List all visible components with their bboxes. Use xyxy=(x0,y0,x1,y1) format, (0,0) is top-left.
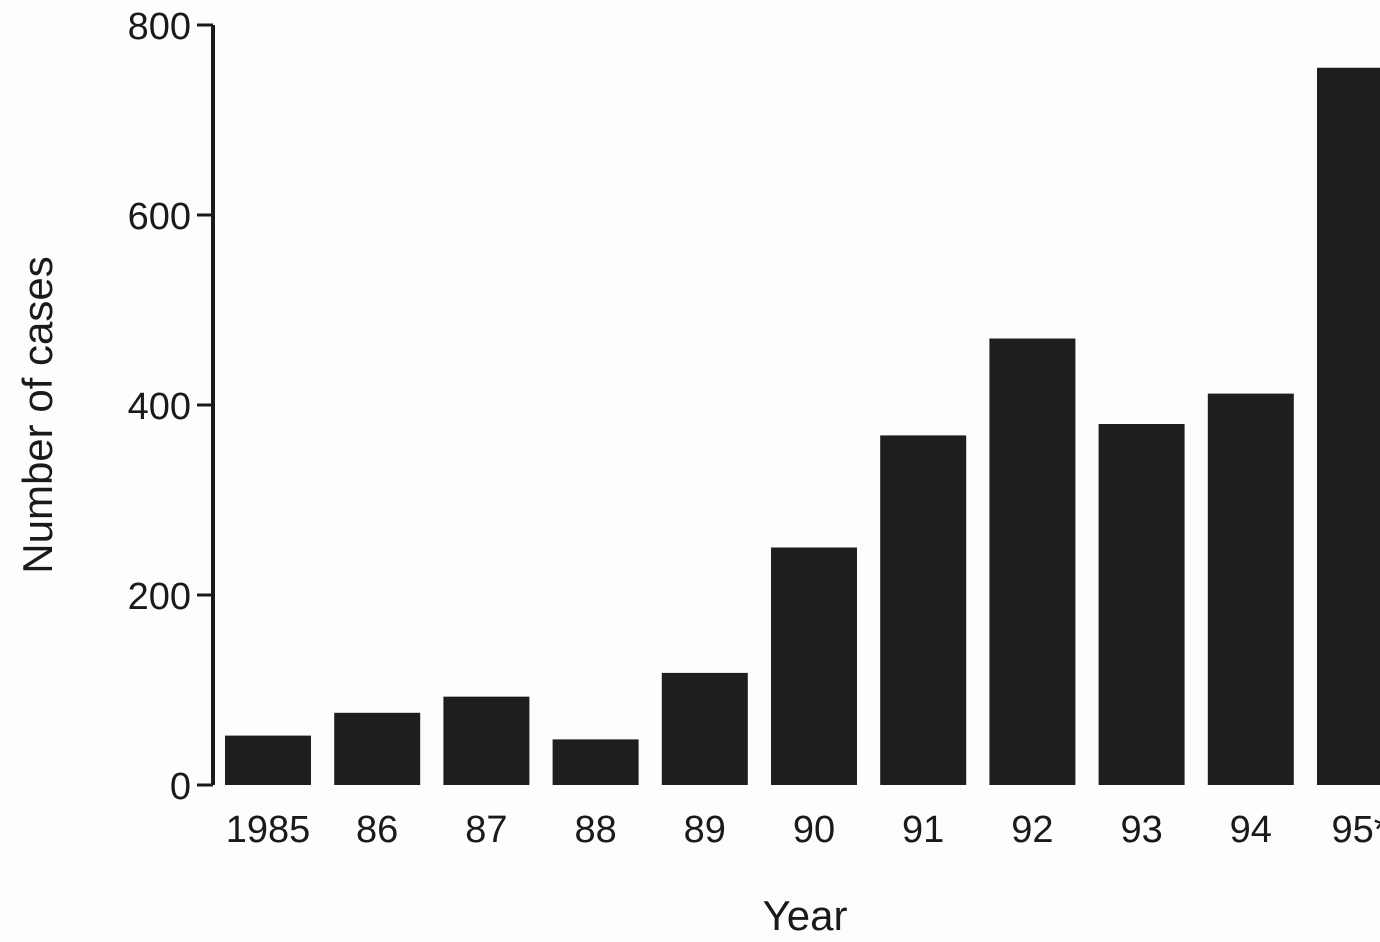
x-tick-label: 90 xyxy=(793,809,835,851)
bar xyxy=(1098,424,1185,785)
bar xyxy=(661,672,748,785)
x-tick-label: 94 xyxy=(1230,809,1272,851)
bar xyxy=(225,735,311,785)
x-tick-label: 95* xyxy=(1331,809,1380,851)
bar xyxy=(771,547,857,785)
x-tick-labels: 1985 86 87 88 89 90 91 92 93 94 95* xyxy=(226,809,1380,851)
x-tick-label: 88 xyxy=(574,809,616,851)
x-tick-label: 1985 xyxy=(226,809,311,851)
bar xyxy=(552,739,639,785)
y-tick-label: 800 xyxy=(128,6,191,48)
y-tick-label: 200 xyxy=(128,576,191,618)
bar xyxy=(989,338,1076,785)
x-tick-label: 86 xyxy=(356,809,398,851)
bar xyxy=(880,435,967,785)
y-tick-label: 0 xyxy=(170,766,191,808)
y-axis: 0 200 400 600 800 xyxy=(128,6,215,808)
y-tick-label: 400 xyxy=(128,386,191,428)
bar xyxy=(443,696,530,785)
y-axis-label: Number of cases xyxy=(14,256,61,573)
x-tick-label: 93 xyxy=(1120,809,1162,851)
x-tick-label: 89 xyxy=(684,809,726,851)
bars xyxy=(225,67,1380,785)
x-tick-label: 91 xyxy=(902,809,944,851)
x-tick-label: 92 xyxy=(1011,809,1053,851)
y-tick-label: 600 xyxy=(128,196,191,238)
bar xyxy=(334,712,421,785)
x-tick-label: 87 xyxy=(465,809,507,851)
x-axis-label: Year xyxy=(763,892,848,937)
bar xyxy=(1317,67,1380,785)
bar xyxy=(1207,393,1294,785)
